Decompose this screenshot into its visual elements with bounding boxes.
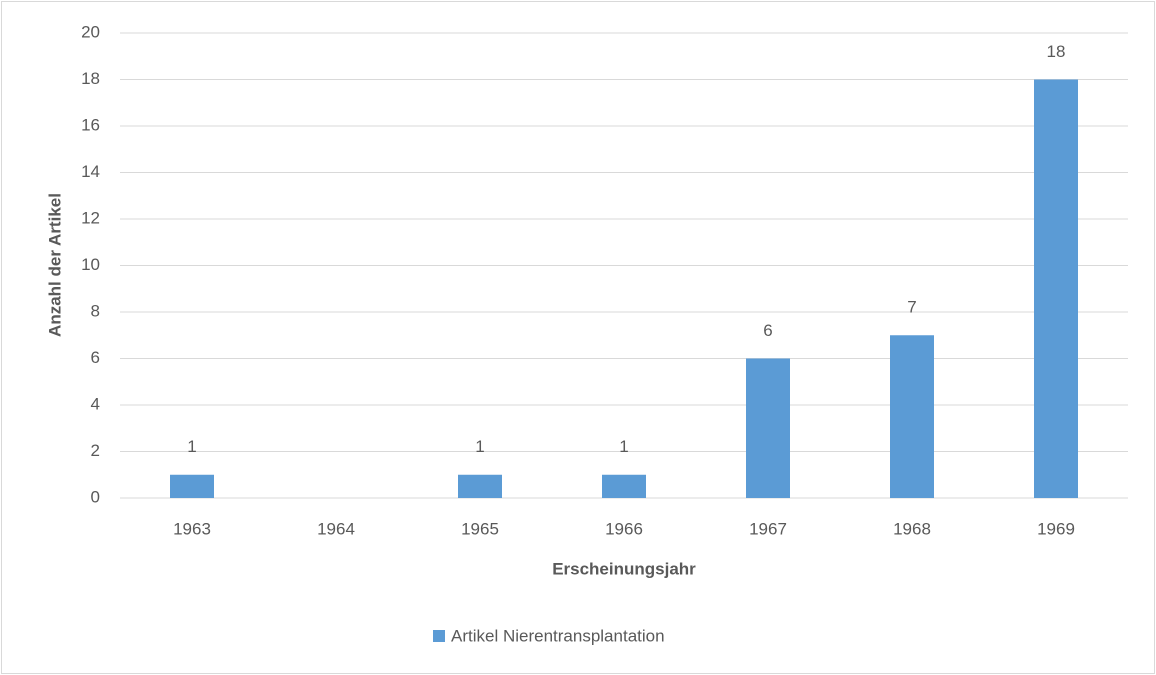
y-axis-title: Anzahl der Artikel [45, 193, 64, 337]
data-label: 18 [1047, 42, 1066, 61]
x-tick-label: 1969 [1037, 519, 1075, 538]
bar [890, 335, 934, 498]
x-axis-title: Erscheinungsjahr [552, 559, 696, 578]
y-tick-label: 12 [81, 208, 100, 227]
legend-label: Artikel Nierentransplantation [451, 626, 665, 645]
data-label: 1 [619, 437, 628, 456]
y-tick-label: 14 [81, 162, 100, 181]
y-tick-label: 10 [81, 255, 100, 274]
y-tick-label: 8 [91, 301, 100, 320]
y-tick-label: 20 [81, 22, 100, 41]
bar [602, 474, 646, 498]
data-label: 1 [475, 437, 484, 456]
y-tick-label: 16 [81, 115, 100, 134]
bar [458, 474, 502, 498]
y-tick-label: 18 [81, 69, 100, 88]
x-tick-label: 1965 [461, 519, 499, 538]
x-tick-label: 1964 [317, 519, 355, 538]
data-label: 6 [763, 321, 772, 340]
bar [170, 474, 214, 498]
y-tick-label: 0 [91, 487, 100, 506]
x-tick-label: 1968 [893, 519, 931, 538]
bar [746, 358, 790, 498]
y-tick-label: 2 [91, 441, 100, 460]
y-tick-label: 6 [91, 348, 100, 367]
x-tick-label: 1967 [749, 519, 787, 538]
bar [1034, 79, 1078, 498]
legend-swatch [433, 630, 445, 642]
data-label: 1 [187, 437, 196, 456]
data-label: 7 [907, 298, 916, 317]
y-tick-label: 4 [91, 394, 100, 413]
x-tick-label: 1963 [173, 519, 211, 538]
x-tick-label: 1966 [605, 519, 643, 538]
